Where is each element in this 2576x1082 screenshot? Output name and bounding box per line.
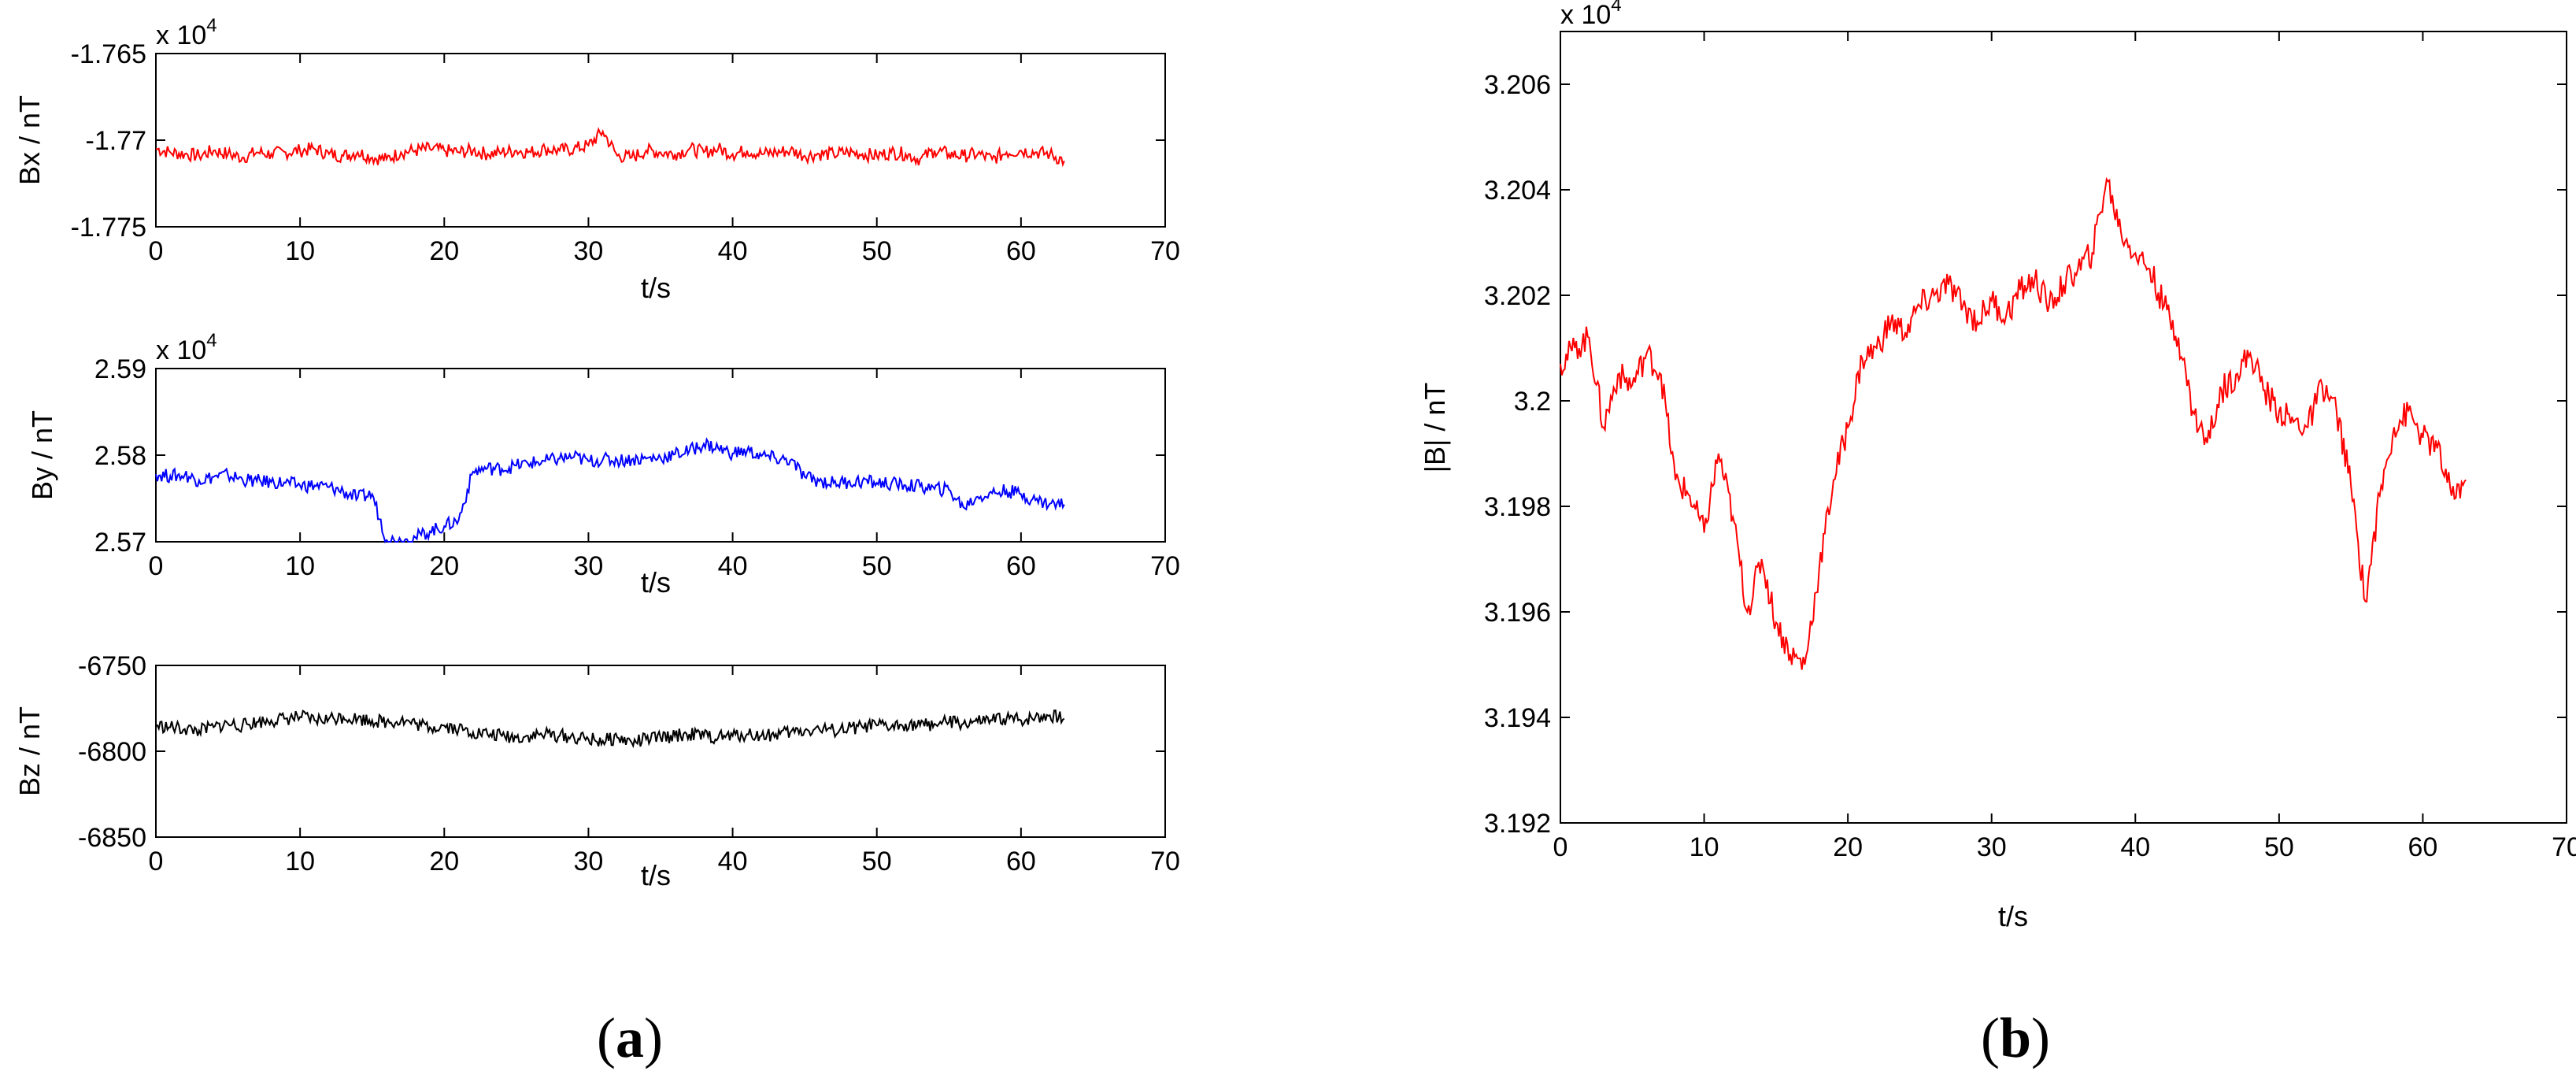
bz-x-tick-label: 30 [574, 847, 604, 876]
by-x-ticks: 0 10 20 30 40 50 60 70 [149, 369, 1180, 581]
bz-y-tick-label: -6800 [78, 737, 146, 767]
bmag-multiplier: x 104 [1560, 0, 1622, 30]
bmag-plot-frame [1560, 31, 2567, 824]
bmag-x-tick-label: 60 [2408, 832, 2438, 862]
bmag-x-tick-label: 30 [1977, 832, 2007, 862]
caption-a: (a) [597, 1006, 663, 1069]
bx-x-tick-label: 50 [862, 236, 892, 266]
bz-x-axis-label: t/s [641, 859, 671, 891]
by-x-tick-label: 0 [149, 551, 164, 581]
bz-y-axis-label: Bz / nT [13, 706, 46, 796]
bz-x-tick-label: 20 [429, 847, 459, 876]
by-y-ticks: 2.59 2.58 2.57 [94, 354, 1165, 558]
by-x-tick-label: 70 [1150, 551, 1180, 581]
bmag-x-tick-label: 10 [1690, 832, 1719, 862]
bx-x-tick-label: 20 [429, 236, 459, 266]
by-y-axis-label: By / nT [26, 410, 58, 500]
bx-x-tick-label: 60 [1006, 236, 1036, 266]
bmag-x-axis-label: t/s [1998, 900, 2028, 932]
bx-x-tick-label: 70 [1150, 236, 1180, 266]
bx-y-tick-label: -1.77 [86, 126, 147, 156]
bz-panel: 0 10 20 30 40 50 60 70 -6750 -6800 -6850 t/s Bz /… [13, 651, 1180, 891]
by-x-tick-label: 30 [574, 551, 604, 581]
bx-x-axis-label: t/s [641, 272, 671, 304]
bmag-y-tick-label: 3.194 [1484, 703, 1551, 733]
bmag-y-tick-label: 3.192 [1484, 809, 1551, 839]
bx-x-tick-label: 0 [149, 236, 164, 266]
bx-panel: 0 10 20 30 40 50 60 70 -1.765-1.77-1.775 x 104 … [13, 15, 1180, 304]
bmag-y-tick-label: 3.204 [1484, 176, 1551, 206]
bmag-y-tick-label: 3.206 [1484, 70, 1551, 100]
bmag-y-tick-label: 3.202 [1484, 281, 1551, 311]
by-y-tick-label: 2.57 [94, 528, 146, 558]
bx-y-tick-label: -1.765 [71, 39, 146, 69]
bmag-series-line [1560, 176, 2467, 670]
by-multiplier: x 104 [156, 330, 217, 365]
bmag-y-axis-label: |B| / nT [1419, 383, 1451, 473]
by-plot-frame [155, 368, 1166, 543]
bx-series-line [155, 127, 1065, 168]
bx-x-tick-label: 10 [285, 236, 315, 266]
caption-b: (b) [1981, 1006, 2050, 1069]
by-x-tick-label: 10 [285, 551, 315, 581]
bz-x-tick-label: 40 [718, 847, 748, 876]
bmag-x-tick-label: 70 [2552, 832, 2576, 862]
bx-x-tick-label: 40 [718, 236, 748, 266]
bz-x-tick-label: 70 [1150, 847, 1180, 876]
bz-series-line [155, 710, 1065, 749]
bz-x-tick-label: 50 [862, 847, 892, 876]
bz-y-ticks: -6750 -6800 -6850 [78, 651, 1165, 853]
by-x-axis-label: t/s [641, 566, 671, 598]
bz-plot-frame [155, 665, 1166, 838]
bmag-y-tick-label: 3.196 [1484, 598, 1551, 628]
bmag-x-ticks: 0 10 20 30 40 50 60 70 [1553, 31, 2576, 862]
bmag-y-tick-label: 3.198 [1484, 492, 1551, 522]
bz-y-tick-label: -6750 [78, 651, 146, 681]
bx-plot-frame [155, 53, 1166, 228]
bmag-x-tick-label: 0 [1553, 832, 1568, 862]
by-panel: 0 10 20 30 40 50 60 70 2.59 2.58 2.57 x 104 t/s B… [26, 330, 1180, 598]
bz-x-ticks: 0 10 20 30 40 50 60 70 [149, 665, 1180, 876]
bmag-x-tick-label: 50 [2264, 832, 2294, 862]
bz-x-tick-label: 10 [285, 847, 315, 876]
bx-x-tick-label: 30 [574, 236, 604, 266]
bmag-x-tick-label: 20 [1833, 832, 1863, 862]
bmag-x-tick-label: 40 [2120, 832, 2150, 862]
by-x-tick-label: 20 [429, 551, 459, 581]
by-y-tick-label: 2.58 [94, 441, 146, 471]
by-x-tick-label: 60 [1006, 551, 1036, 581]
bmag-y-tick-label: 3.2 [1514, 387, 1551, 417]
by-series-line [155, 437, 1065, 544]
bz-x-tick-label: 60 [1006, 847, 1036, 876]
bx-x-ticks: 0 10 20 30 40 50 60 70 [149, 54, 1180, 266]
bmag-panel: 0 10 20 30 40 50 60 70 3.2063.2043.2023.23.1983… [1419, 0, 2576, 932]
bx-y-tick-label: -1.775 [71, 213, 146, 243]
bx-y-axis-label: Bx / nT [13, 95, 46, 185]
by-x-tick-label: 40 [718, 551, 748, 581]
bz-x-tick-label: 0 [149, 847, 164, 876]
by-x-tick-label: 50 [862, 551, 892, 581]
bx-y-ticks: -1.765 -1.77 -1.775 [71, 39, 1165, 243]
bx-multiplier: x 104 [156, 15, 217, 50]
bmag-y-ticks: 3.206 3.204 3.202 3.2 3.198 3.196 3.194 3.192 [1484, 70, 2567, 839]
by-y-tick-label: 2.59 [94, 354, 146, 384]
bz-y-tick-label: -6850 [78, 823, 146, 853]
